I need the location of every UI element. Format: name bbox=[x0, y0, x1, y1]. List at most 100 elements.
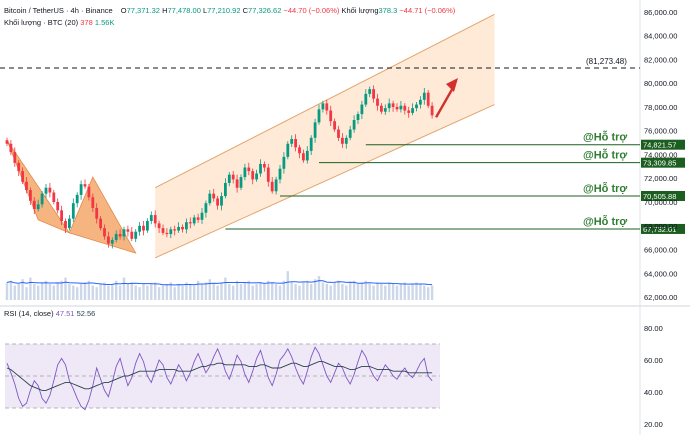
volume-ma-line bbox=[6, 280, 433, 286]
volume-bar bbox=[220, 282, 223, 300]
ascending-channel[interactable] bbox=[154, 13, 495, 259]
volume-bar bbox=[9, 280, 13, 300]
rsi-label[interactable]: RSI (14, close) bbox=[4, 309, 54, 318]
candle-body bbox=[278, 168, 282, 180]
candle bbox=[411, 103, 414, 116]
volume-bar bbox=[208, 279, 211, 300]
volume-bar bbox=[423, 285, 426, 300]
volume-bar bbox=[360, 282, 364, 300]
candle-body bbox=[325, 103, 329, 111]
projection-arrow[interactable] bbox=[435, 78, 458, 118]
candle-body bbox=[426, 92, 430, 106]
volume-bar bbox=[165, 284, 169, 300]
volume-bar bbox=[228, 284, 231, 300]
candle bbox=[17, 160, 21, 176]
volume-bar bbox=[200, 284, 204, 300]
candle bbox=[216, 195, 219, 210]
candle bbox=[99, 216, 102, 231]
candle-body bbox=[13, 152, 17, 163]
candle-body bbox=[430, 105, 434, 116]
candle bbox=[21, 167, 24, 185]
candle-body bbox=[153, 215, 157, 224]
candle-body bbox=[255, 173, 258, 180]
candle-body bbox=[40, 193, 44, 205]
volume-bar bbox=[56, 282, 59, 300]
candle bbox=[313, 118, 317, 143]
price-tick-label: 74,000.00 bbox=[644, 150, 677, 159]
volume-bar bbox=[193, 285, 196, 300]
candle bbox=[68, 214, 71, 231]
candle bbox=[321, 100, 325, 113]
candle bbox=[298, 144, 301, 159]
candle-body bbox=[329, 110, 333, 122]
candle-body bbox=[75, 194, 79, 204]
volume-bar bbox=[68, 284, 71, 300]
price-axis[interactable]: 86,000.00 84,000.00 82,000.00 80,000.00 78,0… bbox=[644, 8, 677, 429]
rsi-legend[interactable]: RSI (14, close) 47.51 52.56 bbox=[4, 309, 95, 318]
candle bbox=[399, 101, 403, 113]
candle-body bbox=[251, 171, 255, 180]
candle-body bbox=[60, 210, 63, 222]
price-tick-label: 84,000.00 bbox=[644, 32, 677, 41]
volume-bar bbox=[352, 280, 356, 300]
candle bbox=[173, 225, 177, 236]
arrow-shaft bbox=[435, 85, 456, 118]
volume-bar bbox=[329, 285, 332, 300]
candle-body bbox=[185, 222, 188, 230]
candle-body bbox=[32, 200, 36, 210]
volume-bar bbox=[60, 280, 63, 300]
volume-bar bbox=[271, 282, 274, 300]
candle bbox=[368, 86, 372, 98]
candle-body bbox=[216, 198, 219, 206]
candle bbox=[60, 205, 63, 226]
candle bbox=[204, 200, 208, 218]
candle bbox=[395, 103, 399, 112]
volume-bar bbox=[391, 284, 395, 300]
candle bbox=[103, 224, 106, 240]
volume-bar bbox=[204, 282, 208, 300]
candle bbox=[387, 98, 391, 113]
support-levels[interactable]: (81,273.48) @Hỗ trợ 74,821.57 @Hỗ trợ 73,309… bbox=[0, 57, 685, 234]
candle bbox=[348, 125, 352, 141]
candle bbox=[259, 159, 262, 177]
volume-bar bbox=[146, 285, 149, 300]
volume-bar bbox=[134, 285, 137, 300]
volume-bar bbox=[364, 280, 367, 300]
candle-body bbox=[344, 137, 348, 144]
volume-bar bbox=[333, 282, 336, 300]
volume-bar bbox=[415, 282, 418, 300]
candle bbox=[71, 198, 75, 222]
volume-bar bbox=[259, 282, 262, 300]
volume-bar bbox=[72, 285, 75, 300]
volume-bar bbox=[95, 287, 98, 300]
volume-bar bbox=[83, 282, 87, 300]
rsi-ma-line bbox=[6, 361, 433, 391]
candle bbox=[196, 213, 200, 224]
symbol-legend[interactable]: Bitcoin / TetherUS · 4h · Binance O77,37… bbox=[4, 6, 455, 15]
candle-body bbox=[341, 137, 344, 144]
candle bbox=[40, 191, 44, 208]
volume-bar bbox=[395, 285, 399, 300]
candle bbox=[95, 203, 99, 224]
candle bbox=[344, 135, 348, 149]
candle bbox=[266, 163, 270, 187]
candle-body bbox=[149, 215, 153, 222]
volume-legend[interactable]: Khối lượng · BTC (20) 378 1.56K bbox=[4, 18, 114, 27]
candle bbox=[239, 174, 243, 191]
candle bbox=[165, 228, 169, 238]
candle bbox=[25, 177, 28, 194]
volume-bar bbox=[306, 280, 309, 300]
candle-body bbox=[317, 109, 321, 123]
candle bbox=[118, 229, 122, 240]
volume-bar bbox=[157, 287, 161, 300]
volume-bar bbox=[278, 285, 282, 300]
candle bbox=[360, 100, 364, 119]
candle bbox=[247, 162, 251, 176]
candle-body bbox=[247, 167, 251, 172]
candle-body bbox=[95, 207, 99, 219]
candle bbox=[107, 231, 110, 248]
candle-body bbox=[122, 229, 126, 237]
symbol-name[interactable]: Bitcoin / TetherUS · 4h · Binance bbox=[4, 6, 113, 15]
candle-body bbox=[142, 225, 145, 231]
volume-indicator-label[interactable]: Khối lượng · BTC (20) bbox=[4, 18, 79, 27]
